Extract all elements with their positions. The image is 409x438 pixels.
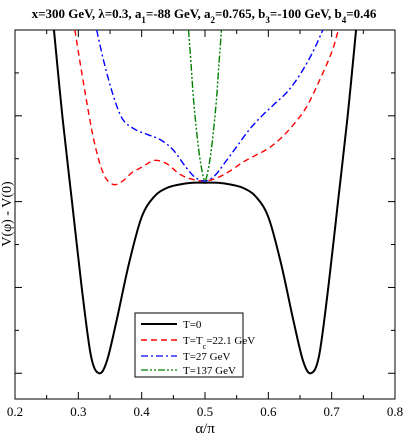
chart-title: x=300 GeV, λ=0.3, a1=-88 GeV, a2=0.765, …	[32, 6, 377, 25]
x-tick-label: 0.6	[260, 404, 277, 419]
y-axis-label: V(φ) - V(0)	[0, 181, 15, 247]
series-line-2	[96, 30, 324, 182]
x-tick-label: 0.4	[134, 404, 151, 419]
x-tick-label: 0.5	[197, 404, 213, 419]
legend-label-t27: T=27 GeV	[183, 351, 230, 363]
x-tick-label: 0.7	[324, 404, 341, 419]
x-axis-label: α/π	[195, 421, 215, 437]
legend-label-t0: T=0	[183, 319, 202, 331]
axis-ticks	[14, 29, 396, 399]
legend-label-tc: T=Tc=22.1 GeV	[183, 335, 255, 351]
legend: T=0 T=Tc=22.1 GeV T=27 GeV T=137 GeV	[134, 312, 255, 378]
series-line-1	[74, 30, 339, 186]
x-tick-labels: 0.2 0.3 0.4 0.5 0.6 0.7 0.8	[7, 404, 403, 419]
series-line-3	[187, 30, 223, 182]
legend-label-t137: T=137 GeV	[183, 365, 236, 377]
series-line-0	[52, 30, 358, 375]
x-tick-label: 0.3	[70, 404, 86, 419]
x-tick-label: 0.8	[387, 404, 403, 419]
x-tick-label: 0.2	[7, 404, 23, 419]
series-layer	[52, 30, 358, 375]
